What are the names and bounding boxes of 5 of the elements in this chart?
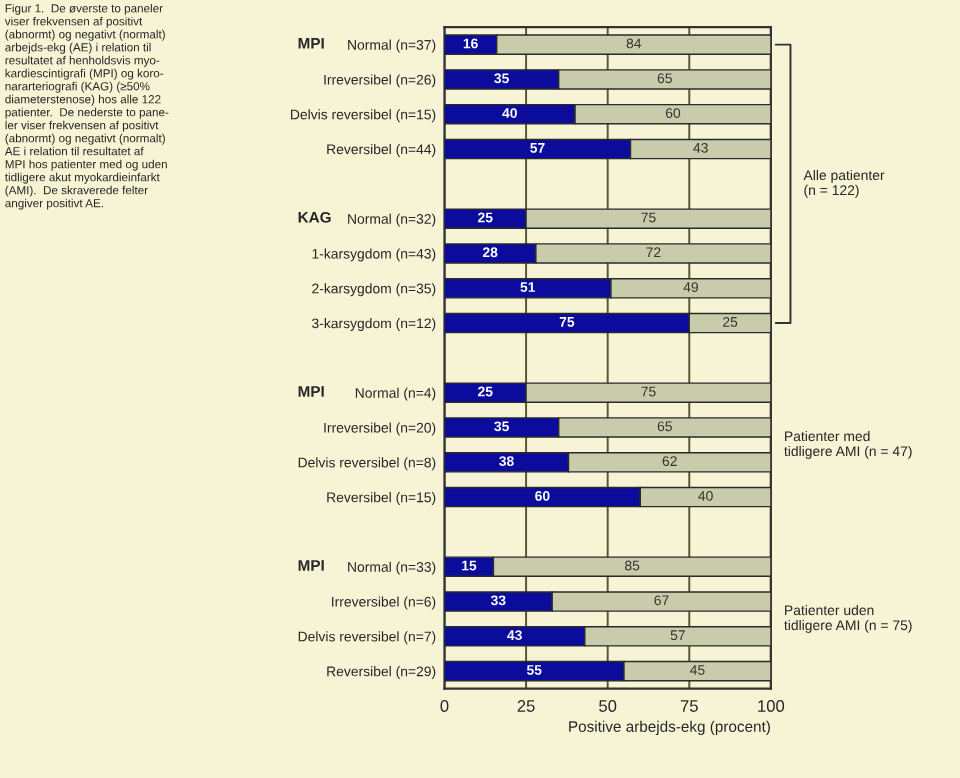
x-tick-label: 100	[758, 700, 785, 712]
x-tick-label: 0	[440, 700, 449, 712]
x-tick-label: 25	[517, 700, 535, 712]
x-tick-label: 50	[599, 700, 617, 712]
x-tick-label: 75	[680, 700, 698, 712]
